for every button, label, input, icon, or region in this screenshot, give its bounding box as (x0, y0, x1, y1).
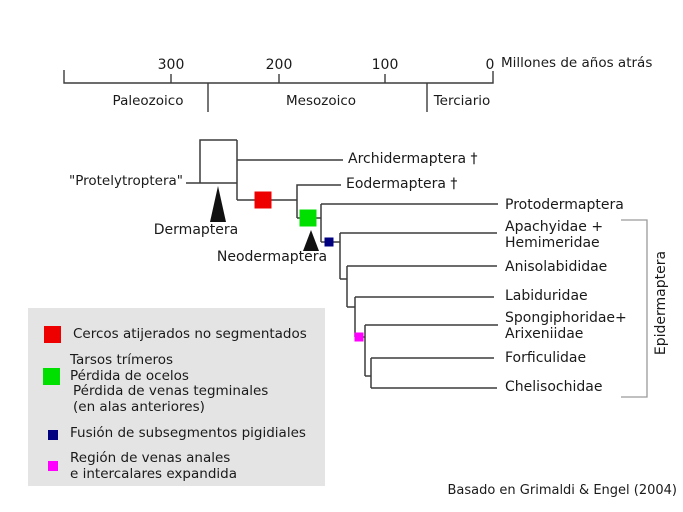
legend-navy-square-icon (48, 430, 58, 440)
legend-red-square-icon (44, 326, 61, 343)
legend-green-line-4: (en alas anteriores) (73, 398, 205, 415)
taxon-label-archidermaptera: Archidermaptera † (348, 151, 478, 167)
neodermaptera-arrowhead (303, 230, 319, 251)
legend-magenta-square-icon (48, 461, 58, 471)
taxon-label-spongiphoridae-line2: Arixeniidae (505, 326, 584, 342)
taxon-label-apachyidae-line2: Hemimeridae (505, 235, 600, 251)
epidermaptera-bracket (621, 219, 648, 398)
tick-label-200: 200 (265, 57, 293, 73)
legend-green-line-3: Pérdida de venas tegminales (73, 383, 269, 399)
branch-protelytroptera-stub (199, 139, 237, 183)
era-label-mesozoico: Mesozoico (285, 93, 357, 109)
legend-item-magenta-text: Región de venas anales e intercalares ex… (70, 450, 237, 482)
taxon-label-spongiphoridae-line1: Spongiphoridae+ (505, 310, 627, 326)
legend-item-red-text: Cercos atijerados no segmentados (73, 326, 307, 342)
magenta-node-square (354, 332, 364, 342)
attribution-text: Basado en Grimaldi & Engel (2004) (447, 483, 677, 498)
era-label-terciario: Terciario (433, 93, 491, 109)
legend-magenta-line-1: Región de venas anales (70, 450, 231, 466)
dermaptera-arrowhead (210, 186, 226, 222)
clade-label-dermaptera: Dermaptera (153, 222, 239, 238)
red-node-square (254, 191, 272, 209)
taxon-label-eodermaptera: Eodermaptera † (346, 176, 458, 192)
branch-eodermaptera (296, 184, 341, 218)
legend-green-line-1: Tarsos trímeros (70, 352, 174, 368)
navy-node-square (324, 237, 334, 247)
taxon-label-protodermaptera: Protodermaptera (505, 197, 624, 213)
time-axis (63, 70, 494, 112)
root-label-protelytroptera: "Protelytroptera" (69, 173, 183, 189)
legend-green-square-icon (43, 368, 60, 385)
taxon-label-spongiphoridae-arixeniidae: Spongiphoridae+ Arixeniidae (505, 310, 627, 342)
green-node-square (299, 209, 317, 227)
legend-item-green-text: Tarsos trímeros Pérdida de ocelos Pérdid… (70, 352, 269, 415)
legend-magenta-line-2: e intercalares expandida (70, 465, 237, 482)
tick-label-100: 100 (371, 57, 399, 73)
clade-label-neodermaptera: Neodermaptera (216, 249, 328, 265)
taxon-label-labiduridae: Labiduridae (505, 288, 588, 304)
taxon-label-anisolabididae: Anisolabididae (505, 259, 608, 275)
clade-label-epidermaptera: Epidermaptera (653, 250, 669, 356)
legend-green-line-2: Pérdida de ocelos (70, 367, 189, 384)
era-label-paleozoico: Paleozoico (112, 93, 184, 109)
legend-item-navy-text: Fusión de subsegmentos pigidiales (70, 425, 306, 441)
tick-label-300: 300 (157, 57, 185, 73)
taxon-label-forficulidae: Forficulidae (505, 350, 587, 366)
taxon-label-apachyidae-line1: Apachyidae + (505, 219, 604, 235)
taxon-label-apachyidae-hemimeridae: Apachyidae + Hemimeridae (505, 219, 603, 251)
tick-label-0: 0 (485, 57, 495, 73)
time-axis-unit-label: Millones de años atrás (501, 55, 653, 71)
legend-box: Cercos atijerados no segmentados Tarsos … (28, 308, 325, 486)
taxon-label-chelisochidae: Chelisochidae (505, 379, 603, 395)
